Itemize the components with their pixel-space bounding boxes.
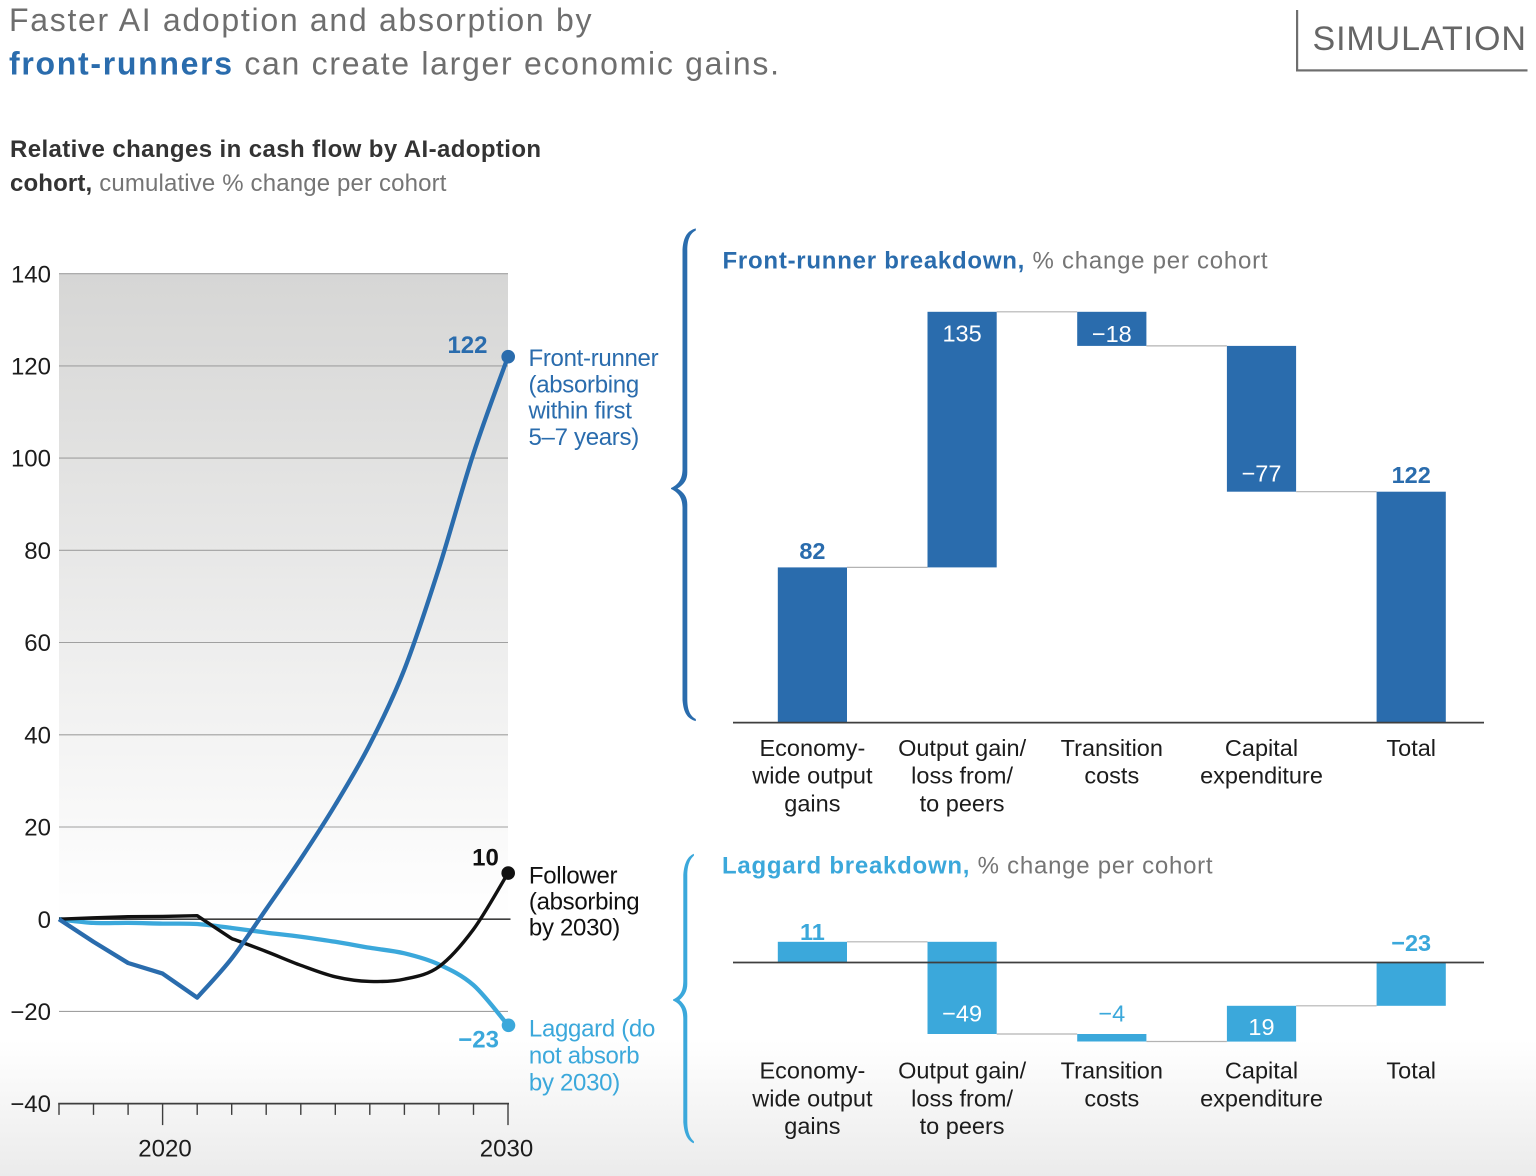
svg-text:not absorb: not absorb	[529, 1043, 639, 1070]
svg-text:11: 11	[800, 919, 825, 945]
svg-text:costs: costs	[1084, 1085, 1139, 1111]
svg-text:cohort, cumulative % change pe: cohort, cumulative % change per cohort	[10, 170, 447, 197]
svg-text:122: 122	[1392, 462, 1431, 488]
svg-text:expenditure: expenditure	[1200, 763, 1323, 789]
svg-text:(absorbing: (absorbing	[529, 371, 639, 398]
svg-text:Laggard breakdown, % change pe: Laggard breakdown, % change per cohort	[722, 853, 1213, 880]
svg-text:Transition: Transition	[1061, 1058, 1163, 1084]
svg-text:5–7 years): 5–7 years)	[529, 424, 639, 451]
svg-text:by 2030): by 2030)	[529, 915, 620, 942]
svg-text:−23: −23	[458, 1026, 499, 1053]
svg-text:loss from/: loss from/	[911, 763, 1013, 789]
svg-text:wide output: wide output	[751, 763, 873, 789]
svg-text:(absorbing: (absorbing	[529, 889, 639, 916]
svg-text:−40: −40	[10, 1091, 51, 1118]
svg-text:gains: gains	[784, 790, 840, 816]
svg-text:100: 100	[11, 446, 51, 473]
svg-text:−23: −23	[1391, 930, 1431, 956]
svg-text:Total: Total	[1386, 1058, 1436, 1084]
svg-text:Economy-: Economy-	[760, 1058, 866, 1084]
svg-text:2030: 2030	[480, 1136, 533, 1163]
svg-text:Transition: Transition	[1061, 735, 1163, 761]
svg-text:40: 40	[24, 722, 51, 749]
svg-text:Total: Total	[1386, 735, 1436, 761]
svg-text:Capital: Capital	[1225, 735, 1298, 761]
svg-text:to peers: to peers	[920, 1113, 1005, 1139]
svg-text:within first: within first	[528, 398, 633, 425]
svg-text:expenditure: expenditure	[1200, 1085, 1323, 1111]
svg-text:140: 140	[11, 261, 51, 288]
svg-text:135: 135	[942, 321, 981, 347]
svg-text:Relative changes in cash flow: Relative changes in cash flow by AI-adop…	[10, 136, 541, 163]
svg-text:82: 82	[799, 538, 825, 564]
svg-text:Laggard (do: Laggard (do	[529, 1016, 655, 1043]
svg-text:−20: −20	[10, 999, 51, 1026]
svg-text:SIMULATION: SIMULATION	[1313, 20, 1527, 58]
svg-text:to peers: to peers	[920, 790, 1005, 816]
svg-text:Output gain/: Output gain/	[898, 735, 1027, 761]
svg-text:20: 20	[24, 815, 51, 842]
svg-text:Output gain/: Output gain/	[898, 1058, 1027, 1084]
svg-text:10: 10	[472, 844, 499, 871]
svg-text:−77: −77	[1242, 461, 1282, 487]
svg-text:19: 19	[1248, 1014, 1274, 1040]
svg-text:gains: gains	[784, 1113, 840, 1139]
svg-text:−4: −4	[1098, 1001, 1125, 1027]
svg-text:Follower: Follower	[529, 863, 618, 890]
svg-text:costs: costs	[1084, 763, 1139, 789]
svg-text:loss from/: loss from/	[911, 1085, 1013, 1111]
svg-text:Front-runner breakdown, % chan: Front-runner breakdown, % change per coh…	[723, 247, 1269, 274]
svg-text:wide output: wide output	[751, 1085, 873, 1111]
svg-text:Capital: Capital	[1225, 1058, 1298, 1084]
svg-text:Front-runner: Front-runner	[529, 345, 659, 372]
svg-text:Faster AI adoption and absorpt: Faster AI adoption and absorption by	[9, 2, 593, 38]
svg-text:−49: −49	[942, 1001, 982, 1027]
svg-text:80: 80	[24, 538, 51, 565]
svg-text:2020: 2020	[138, 1136, 191, 1163]
svg-text:Economy-: Economy-	[760, 735, 866, 761]
svg-text:122: 122	[447, 332, 487, 359]
svg-text:120: 120	[11, 354, 51, 381]
svg-text:0: 0	[38, 907, 51, 934]
svg-text:60: 60	[24, 630, 51, 657]
svg-text:by 2030): by 2030)	[529, 1069, 620, 1096]
svg-text:front-runners can create large: front-runners can create larger economic…	[9, 46, 781, 82]
svg-text:−18: −18	[1092, 321, 1132, 347]
